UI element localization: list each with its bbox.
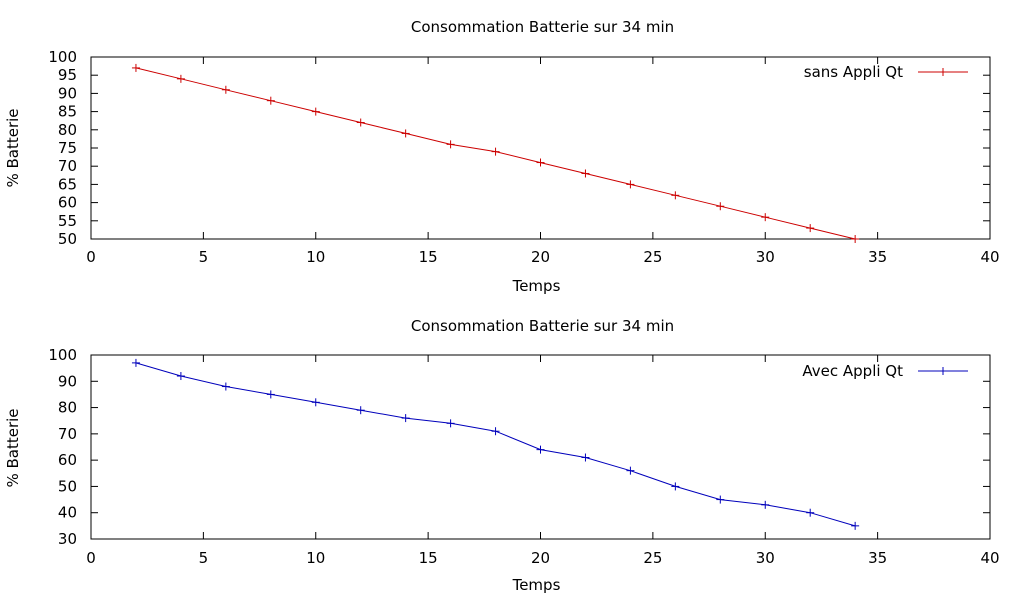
x-tick-label: 5: [199, 549, 209, 567]
data-point: [851, 235, 860, 243]
x-tick-label: 10: [306, 248, 325, 266]
data-point: [446, 419, 455, 428]
data-point: [221, 382, 230, 391]
x-tick-label: 40: [980, 248, 999, 266]
data-point: [761, 213, 770, 222]
data-point: [131, 63, 140, 72]
x-tick-label: 40: [980, 549, 999, 567]
data-point: [716, 202, 725, 211]
x-tick-label: 35: [868, 248, 887, 266]
data-point: [671, 191, 680, 200]
y-tick-label: 65: [58, 175, 77, 193]
y-tick-label: 100: [48, 48, 77, 66]
data-point: [581, 453, 590, 462]
x-tick-label: 0: [86, 248, 96, 266]
data-point: [806, 224, 815, 233]
data-point: [221, 85, 230, 94]
chart-title: Consommation Batterie sur 34 min: [411, 317, 674, 335]
data-point: [851, 521, 860, 530]
plot-frame: [90, 56, 991, 240]
x-tick-label: 5: [199, 248, 209, 266]
data-point: [671, 482, 680, 491]
x-tick-label: 35: [868, 549, 887, 567]
data-point: [536, 158, 545, 167]
series-line: [135, 362, 856, 527]
y-tick-label: 60: [58, 451, 77, 469]
x-axis-label: Temps: [512, 576, 561, 594]
y-tick-label: 50: [58, 477, 77, 495]
x-tick-label: 30: [756, 248, 775, 266]
data-point: [806, 508, 815, 517]
data-point: [491, 427, 500, 436]
data-point: [356, 406, 365, 415]
y-tick-label: 70: [58, 425, 77, 443]
y-tick-label: 80: [58, 399, 77, 417]
y-tick-label: 75: [58, 139, 77, 157]
data-point: [626, 466, 635, 475]
x-tick-label: 10: [306, 549, 325, 567]
data-point: [266, 96, 275, 105]
data-point: [176, 74, 185, 83]
data-point: [311, 398, 320, 407]
data-point: [761, 500, 770, 509]
data-point: [356, 118, 365, 127]
data-point: [491, 147, 500, 156]
y-tick-label: 80: [58, 121, 77, 139]
x-tick-label: 20: [531, 549, 550, 567]
x-tick-label: 15: [419, 248, 438, 266]
y-tick-label: 90: [58, 372, 77, 390]
data-point: [266, 390, 275, 399]
chart-avec-appli: Consommation Batterie sur 34 min Temps % B…: [4, 317, 1000, 594]
data-point: [536, 445, 545, 454]
y-tick-label: 100: [48, 346, 77, 364]
data-point: [581, 169, 590, 178]
x-tick-label: 15: [419, 549, 438, 567]
data-point: [176, 372, 185, 381]
data-point: [446, 140, 455, 149]
y-tick-label: 40: [58, 504, 77, 522]
y-tick-label: 70: [58, 157, 77, 175]
y-axis-label: % Batterie: [4, 408, 22, 487]
y-tick-label: 55: [58, 212, 77, 230]
data-point: [131, 358, 140, 367]
data-point: [626, 180, 635, 189]
x-tick-label: 30: [756, 549, 775, 567]
y-tick-label: 95: [58, 66, 77, 84]
data-point: [716, 495, 725, 504]
data-point: [401, 129, 410, 138]
x-tick-label: 20: [531, 248, 550, 266]
data-point: [401, 414, 410, 423]
y-axis-label: % Batterie: [4, 108, 22, 187]
chart-sans-appli: Consommation Batterie sur 34 min Temps % B…: [4, 18, 1000, 295]
y-tick-label: 90: [58, 84, 77, 102]
y-tick-label: 60: [58, 194, 77, 212]
legend-label: sans Appli Qt: [804, 63, 903, 81]
x-axis-label: Temps: [512, 277, 561, 295]
data-point: [311, 107, 320, 116]
x-tick-label: 25: [643, 248, 662, 266]
x-tick-label: 0: [86, 549, 96, 567]
x-tick-label: 25: [643, 549, 662, 567]
y-tick-label: 50: [58, 230, 77, 248]
legend-label: Avec Appli Qt: [802, 362, 903, 380]
chart-title: Consommation Batterie sur 34 min: [411, 18, 674, 36]
y-tick-label: 85: [58, 103, 77, 121]
y-tick-label: 30: [58, 530, 77, 548]
